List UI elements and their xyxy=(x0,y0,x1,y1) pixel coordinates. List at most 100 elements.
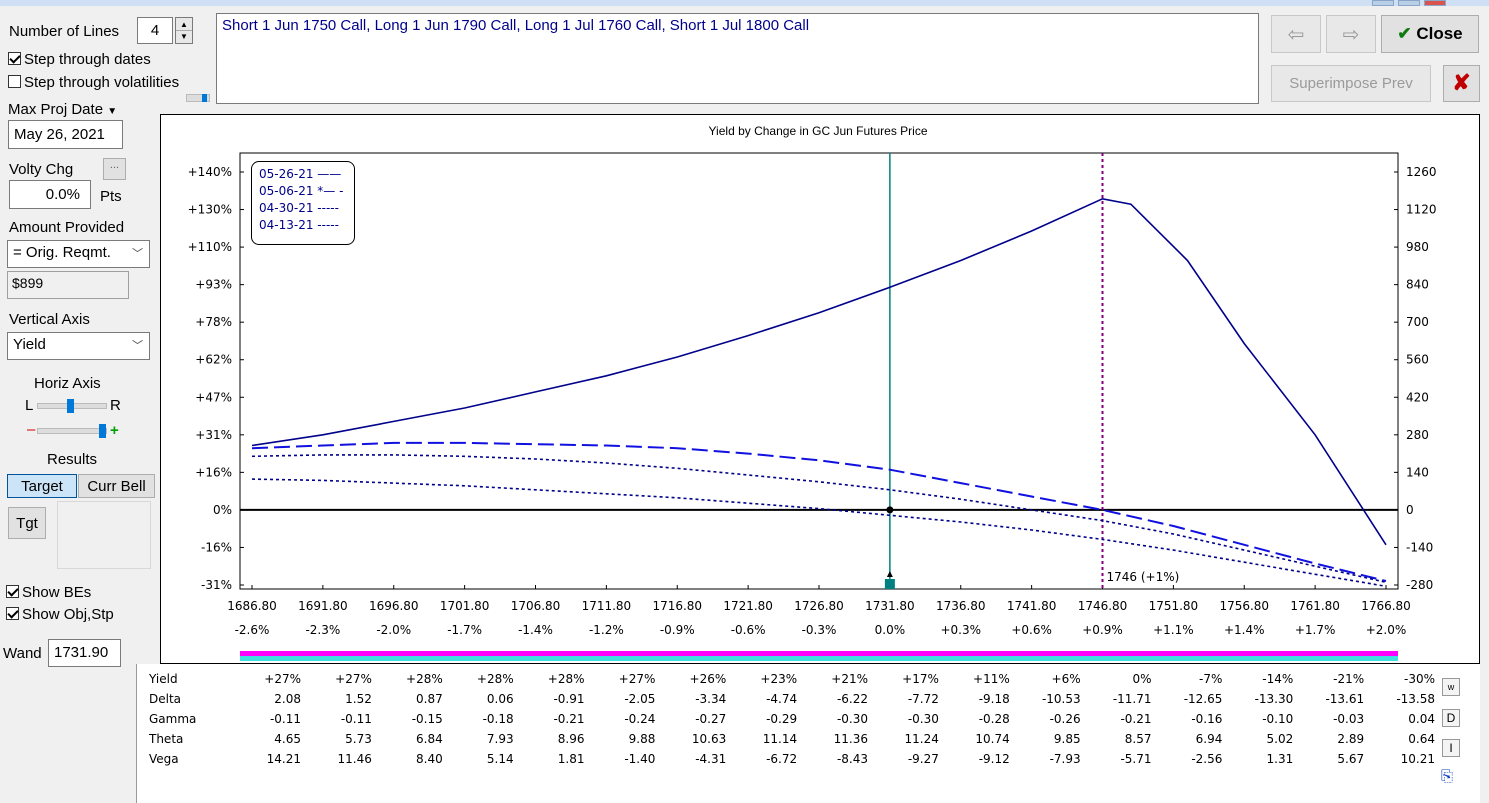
y-right-tick-label: -280 xyxy=(1406,578,1433,592)
y-right-tick-label: 980 xyxy=(1406,240,1429,254)
spinner-down-icon[interactable]: ▼ xyxy=(180,32,188,41)
x-tick-label: 1716.80 xyxy=(652,599,702,613)
num-lines-spinner[interactable]: ▲ ▼ xyxy=(175,17,193,44)
vol-step-slider[interactable] xyxy=(186,94,210,102)
series-group xyxy=(251,197,1387,588)
checkbox-unchecked-icon[interactable] xyxy=(8,75,21,88)
greeks-cell: -0.30 xyxy=(836,712,868,726)
greeks-cell: -0.21 xyxy=(553,712,585,726)
greeks-cell: 6.94 xyxy=(1195,732,1223,746)
width-button[interactable]: w xyxy=(1442,678,1460,696)
checkbox-checked-icon[interactable] xyxy=(6,607,19,620)
series-line-04-30-21 xyxy=(251,454,1387,584)
target-button[interactable]: Target xyxy=(7,474,77,498)
tgt-button[interactable]: Tgt xyxy=(8,507,46,539)
x-tick-label: 1751.80 xyxy=(1149,599,1199,613)
amount-provided-select[interactable]: = Orig. Reqmt. ﹀ xyxy=(7,240,150,268)
max-proj-date-label[interactable]: Max Proj Date ▼ xyxy=(8,101,117,118)
greeks-cell: -0.03 xyxy=(1333,712,1365,726)
x-pct-tick-label: +0.9% xyxy=(1082,623,1123,637)
price-handle[interactable] xyxy=(884,579,895,589)
greeks-cell: -0.28 xyxy=(978,712,1010,726)
results-label: Results xyxy=(47,451,98,468)
greeks-cell: -0.11 xyxy=(269,712,301,726)
dropdown-arrow-icon: ▼ xyxy=(107,106,118,117)
i-button[interactable]: I xyxy=(1442,739,1460,757)
arrow-left-icon: ⇦ xyxy=(1287,24,1305,46)
greeks-cell: 1.31 xyxy=(1266,752,1294,766)
x-pct-tick-label: +2.0% xyxy=(1366,623,1407,637)
x-tick-label: 1711.80 xyxy=(582,599,632,613)
greeks-cell: -3.34 xyxy=(695,692,727,706)
minimize-button[interactable] xyxy=(1372,0,1394,6)
step-vols-checkbox[interactable]: Step through volatilities xyxy=(8,74,179,91)
horiz-axis-slider[interactable] xyxy=(37,399,107,413)
series-line-04-13-21 xyxy=(251,478,1387,588)
greeks-cell: -0.21 xyxy=(1120,712,1152,726)
greeks-cell: -13.30 xyxy=(1254,692,1294,706)
maximize-button[interactable] xyxy=(1398,0,1420,6)
greeks-cell: 11.14 xyxy=(762,732,798,746)
y-right-tick-label: 140 xyxy=(1406,465,1429,479)
volty-more-button[interactable]: ... xyxy=(103,158,126,180)
greeks-cell: 0.06 xyxy=(486,692,514,706)
greeks-cell: -0.91 xyxy=(553,692,585,706)
curr-bell-button[interactable]: Curr Bell xyxy=(78,474,155,498)
greeks-cell: +23% xyxy=(760,672,798,686)
d-button[interactable]: D xyxy=(1442,709,1460,727)
x-pct-tick-label: +1.7% xyxy=(1295,623,1336,637)
show-bes-label: Show BEs xyxy=(22,584,92,601)
show-obj-checkbox[interactable]: Show Obj,Stp xyxy=(6,606,114,623)
legend-entry: 04-13-21 ----- xyxy=(259,218,339,232)
slider-thumb[interactable] xyxy=(99,424,106,438)
max-proj-date-input[interactable]: May 26, 2021 xyxy=(8,120,123,149)
checkbox-checked-icon[interactable] xyxy=(8,52,21,65)
x-pct-tick-label: -2.3% xyxy=(305,623,340,637)
y-right-tick-label: 560 xyxy=(1406,353,1429,367)
greeks-cell: 6.84 xyxy=(416,732,443,746)
spinner-up-icon[interactable]: ▲ xyxy=(176,18,192,31)
greeks-cell: +27% xyxy=(264,672,301,686)
slider-thumb[interactable] xyxy=(67,399,74,413)
wand-input[interactable]: 1731.90 xyxy=(48,639,121,667)
x-tick-label: 1691.80 xyxy=(298,599,348,613)
greeks-cell: -0.27 xyxy=(695,712,727,726)
num-lines-input[interactable]: 4 xyxy=(137,17,173,44)
export-icon[interactable]: ⎘ xyxy=(1441,768,1454,785)
superimpose-prev-button[interactable]: Superimpose Prev xyxy=(1271,65,1431,102)
window-close-button[interactable] xyxy=(1424,0,1446,6)
volty-chg-input[interactable]: 0.0% xyxy=(9,180,91,209)
x-pct-tick-label: -2.6% xyxy=(235,623,270,637)
show-bes-checkbox[interactable]: Show BEs xyxy=(6,584,91,601)
step-dates-checkbox[interactable]: Step through dates xyxy=(8,51,151,68)
y-left-tick-label: +93% xyxy=(195,278,232,292)
zoom-slider[interactable] xyxy=(37,424,107,438)
y-left-tick-label: +140% xyxy=(188,165,232,179)
vertical-axis-select[interactable]: Yield ﹀ xyxy=(7,332,150,360)
greeks-cell: -7% xyxy=(1199,672,1223,686)
slider-thumb[interactable] xyxy=(202,94,207,102)
greeks-cell: 10.74 xyxy=(975,732,1010,746)
delete-button[interactable]: ✘ xyxy=(1443,65,1480,102)
greeks-cell: 5.14 xyxy=(486,752,514,766)
greeks-cell: -0.11 xyxy=(340,712,372,726)
greeks-cell: 4.65 xyxy=(274,732,301,746)
greeks-cell: +28% xyxy=(406,672,443,686)
y-left-tick-label: 0% xyxy=(213,503,232,517)
greeks-cell: -9.18 xyxy=(978,692,1010,706)
y-left-tick-label: +78% xyxy=(195,315,232,329)
greeks-cell: -8.43 xyxy=(836,752,868,766)
forward-button[interactable]: ⇨ xyxy=(1326,15,1376,53)
position-description[interactable]: Short 1 Jun 1750 Call, Long 1 Jun 1790 C… xyxy=(216,13,1259,104)
x-tick-label: 1756.80 xyxy=(1219,599,1269,613)
checkbox-checked-icon[interactable] xyxy=(6,585,19,598)
back-button[interactable]: ⇦ xyxy=(1271,15,1321,53)
greeks-cell: 11.46 xyxy=(337,752,372,766)
close-button[interactable]: ✔ Close xyxy=(1381,15,1479,53)
greeks-cell: -6.72 xyxy=(766,752,798,766)
x-pct-tick-label: +1.4% xyxy=(1224,623,1265,637)
chart-legend[interactable]: 05-26-21 —— 05-06-21 *— - 04-30-21 -----… xyxy=(251,161,355,245)
greeks-cell: 8.57 xyxy=(1124,732,1152,746)
greeks-cell: -0.29 xyxy=(766,712,798,726)
greeks-cell: 10.63 xyxy=(691,732,727,746)
